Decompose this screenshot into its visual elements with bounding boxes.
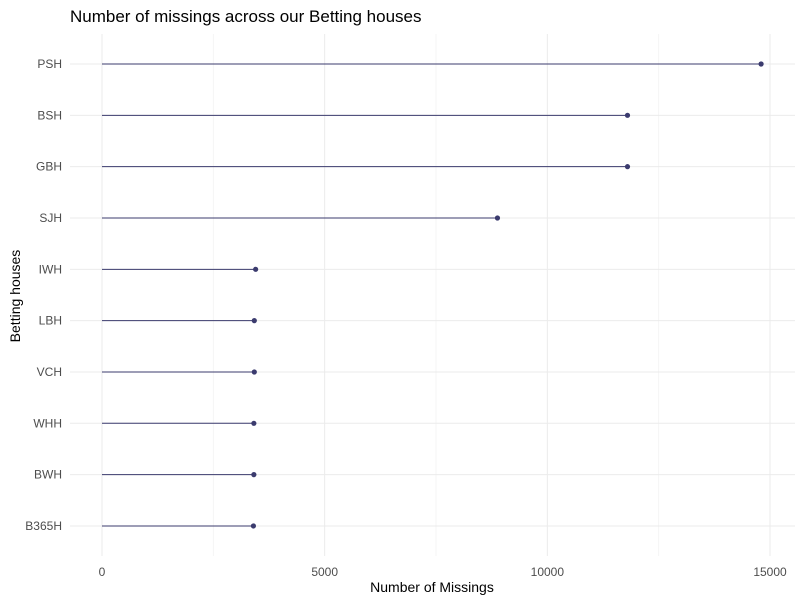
y-tick-label: LBH	[39, 314, 62, 328]
x-tick-label: 10000	[531, 565, 565, 579]
y-tick-label: IWH	[39, 262, 62, 276]
grid-lines	[70, 34, 795, 556]
y-tick-label: BSH	[37, 108, 62, 122]
lollipop-point	[251, 318, 257, 324]
lollipop-point	[251, 420, 257, 426]
y-tick-label: VCH	[37, 365, 62, 379]
lollipop-point	[251, 369, 257, 375]
y-tick-label: SJH	[39, 211, 62, 225]
lollipop-point	[624, 112, 631, 118]
x-tick-label: 5000	[311, 565, 338, 579]
lollipop-point	[758, 61, 764, 67]
y-tick-label: WHH	[33, 416, 62, 430]
lollipop-point	[253, 266, 259, 272]
lollipop-point	[624, 164, 631, 170]
x-tick-labels: 0 5000 10000 15000	[99, 565, 787, 579]
chart-title: Number of missings across our Betting ho…	[70, 7, 422, 26]
y-tick-label: GBH	[36, 160, 62, 174]
y-tick-label: PSH	[37, 57, 62, 71]
y-tick-label: B365H	[25, 519, 62, 533]
lollipop-stems	[102, 63, 762, 527]
lollipop-point	[250, 523, 257, 529]
y-tick-label: BWH	[34, 468, 62, 482]
lollipop-point	[494, 215, 501, 221]
y-tick-labels: PSH BSH GBH SJH IWH LBH VCH WHH BWH B365H	[25, 57, 62, 533]
x-tick-label: 0	[99, 565, 106, 579]
lollipop-points	[250, 61, 764, 529]
y-axis-title: Betting houses	[7, 250, 23, 343]
x-tick-label: 15000	[753, 565, 787, 579]
lollipop-point	[251, 472, 257, 478]
x-axis-title: Number of Missings	[370, 579, 494, 595]
